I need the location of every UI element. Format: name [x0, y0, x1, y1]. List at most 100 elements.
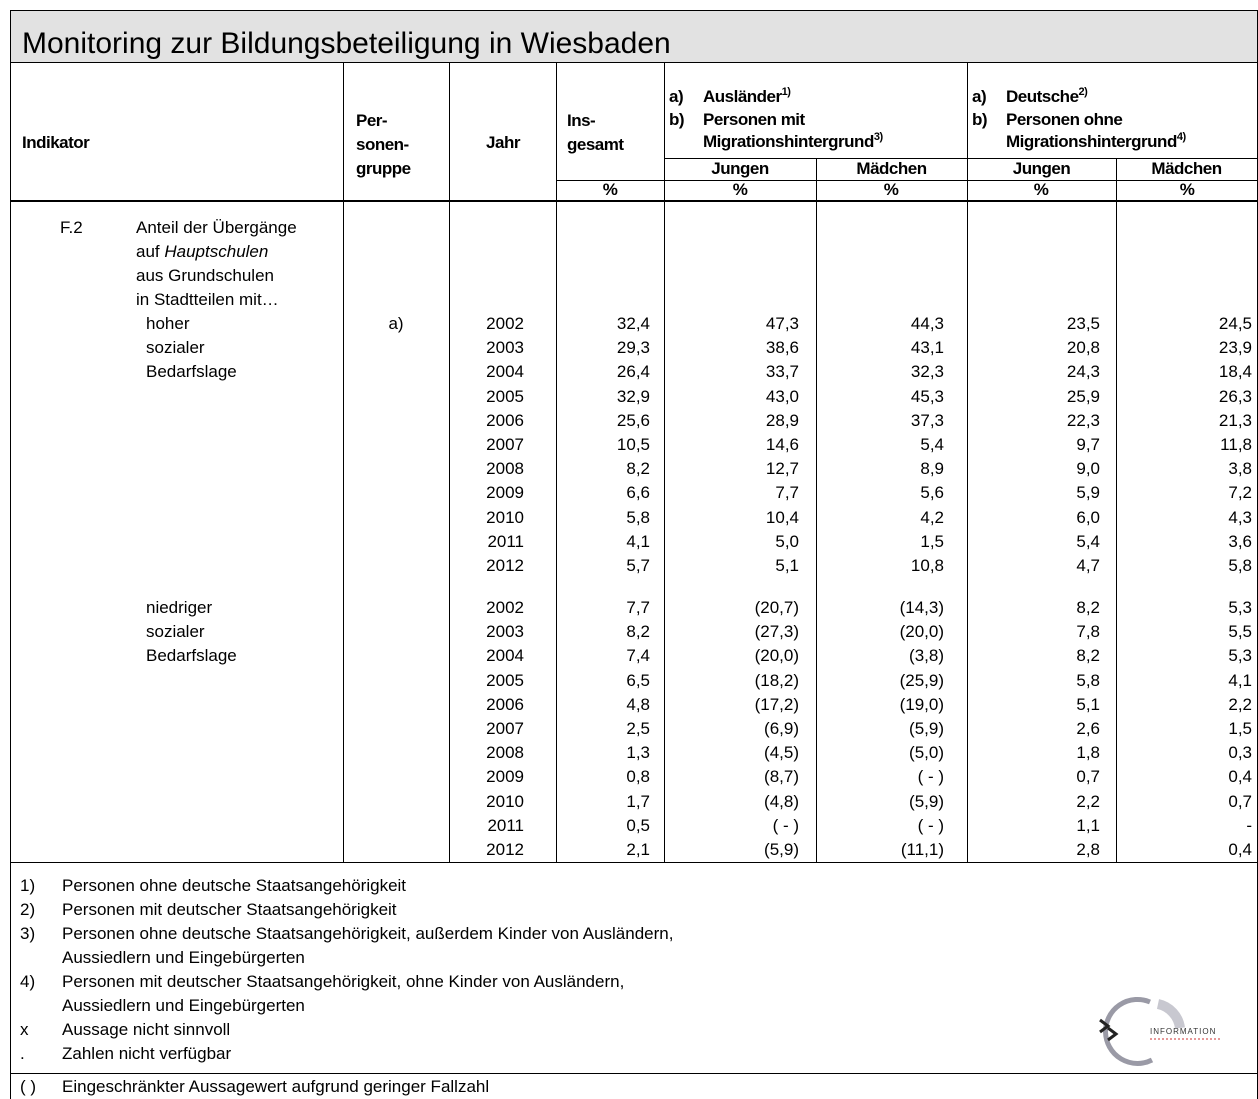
cell-value: 0,5 — [626, 815, 650, 835]
year: 2002 — [486, 314, 524, 333]
footnote-text: Personen ohne deutsche Staatsangehörigke… — [62, 876, 407, 895]
logo-arc — [1103, 996, 1154, 1066]
group-line: Ausländer1) — [703, 85, 791, 109]
logo-chevron — [1099, 1018, 1111, 1034]
year: 2006 — [486, 410, 524, 430]
group-line: Personen ohne — [1006, 108, 1123, 132]
section-label: Bedarfslage — [146, 646, 237, 666]
cell-value: 45,3 — [910, 386, 944, 406]
cell-value: 38,6 — [765, 338, 799, 358]
year: 2006 — [486, 694, 524, 714]
footnote-text: Aussage nicht sinnvoll — [62, 1020, 231, 1039]
unit: % — [1179, 180, 1195, 199]
cell-value: 6,5 — [626, 670, 650, 690]
cell-value: 5,5 — [1228, 622, 1252, 642]
column-header: Jahr — [486, 133, 520, 152]
cell-value: 2,2 — [1076, 791, 1100, 811]
cell-value: (5,9) — [764, 840, 799, 859]
group-line: Deutsche2) — [1006, 85, 1088, 109]
cell-value: 26,3 — [1218, 386, 1252, 406]
group-line: Migrationshintergrund3) — [703, 130, 883, 154]
cell-value: 2,8 — [1076, 840, 1100, 859]
logo-text: INFORMATION — [1150, 1027, 1216, 1036]
year: 2011 — [487, 815, 524, 835]
section-label: niedriger — [146, 598, 213, 617]
group-marker: a) — [669, 87, 684, 106]
cell-value: 8,9 — [920, 459, 944, 479]
cell-value: 1,7 — [626, 791, 650, 811]
cell-value: 7,2 — [1228, 483, 1252, 503]
cell-value: 43,1 — [910, 338, 944, 358]
cell-value: 33,7 — [765, 362, 799, 382]
cell-value: 6,6 — [626, 483, 650, 503]
unit: % — [602, 180, 618, 199]
indicator-text: in Stadtteilen mit… — [136, 290, 279, 309]
cell-value: (20,7) — [754, 598, 799, 617]
section-label: sozialer — [146, 338, 205, 358]
year: 2010 — [486, 507, 524, 527]
year: 2003 — [486, 338, 524, 358]
year: 2011 — [487, 531, 524, 551]
cell-value: 2,6 — [1076, 719, 1100, 738]
cell-value: 5,1 — [775, 556, 799, 575]
group-text: Personen mit — [703, 109, 805, 129]
cell-value: 0,4 — [1228, 767, 1252, 787]
cell-value: (3,8) — [909, 646, 944, 666]
year: 2012 — [486, 556, 524, 575]
cell-value: 22,3 — [1066, 410, 1100, 430]
group-line: Migrationshintergrund4) — [1006, 130, 1186, 154]
cell-value: (4,5) — [764, 743, 799, 763]
cell-value: 5,8 — [1076, 670, 1100, 690]
logo: INFORMATION — [1099, 996, 1220, 1066]
group-marker: b) — [972, 109, 988, 129]
footnote-ref: 2) — [1078, 86, 1088, 98]
year: 2007 — [486, 719, 524, 738]
indicator-text: aus Grundschulen — [136, 266, 274, 285]
cell-value: (25,9) — [899, 670, 944, 690]
cell-value: 8,2 — [626, 622, 650, 642]
cell-value: 7,7 — [626, 598, 650, 617]
cell-value: (18,2) — [754, 670, 799, 690]
footnote-text: Aussiedlern und Eingebürgerten — [62, 948, 305, 967]
cell-value: 5,0 — [775, 531, 799, 551]
rule — [10, 200, 1258, 202]
cell-value: 8,2 — [1076, 598, 1100, 617]
footnote-marker: 3) — [20, 924, 36, 943]
rule — [10, 10, 11, 1099]
unit: % — [1033, 180, 1049, 199]
sub-header: Jungen — [1012, 159, 1071, 178]
cell-value: 5,7 — [626, 556, 650, 575]
group-marker: a) — [972, 87, 987, 106]
indicator-text: Anteil der Übergänge — [136, 218, 297, 237]
group-text: Deutsche — [1006, 87, 1079, 106]
rule — [556, 62, 557, 862]
year: 2009 — [486, 483, 524, 503]
group-text: Migrationshintergrund — [703, 132, 874, 151]
cell-value: 4,7 — [1076, 556, 1100, 575]
indicator-line: auf Hauptschulen — [136, 240, 268, 264]
section-label: hoher — [146, 314, 190, 333]
cell-value: 5,6 — [920, 483, 944, 503]
cell-value: 47,3 — [765, 314, 799, 333]
rule — [664, 158, 1258, 159]
cell-value: 5,4 — [920, 435, 944, 454]
year: 2003 — [486, 622, 524, 642]
cell-value: 8,2 — [626, 459, 650, 479]
year: 2005 — [486, 670, 524, 690]
footnote-text: Personen mit deutscher Staatsangehörigke… — [62, 972, 625, 991]
footnote-marker: . — [20, 1044, 25, 1063]
cell-value: (20,0) — [754, 646, 799, 666]
column-header: sonen- — [356, 135, 409, 154]
cell-value: 5,8 — [626, 507, 650, 527]
year: 2002 — [486, 598, 524, 617]
cell-value: 29,3 — [616, 338, 650, 358]
cell-value: (27,3) — [754, 622, 799, 642]
cell-value: 25,6 — [616, 410, 650, 430]
column-header: Indikator — [22, 133, 90, 152]
cell-value: ( - ) — [917, 767, 944, 787]
rule — [10, 10, 1258, 11]
cell-value: 4,2 — [920, 507, 944, 527]
indicator-line: Anteil der Übergänge — [136, 216, 297, 240]
cell-value: 20,8 — [1066, 338, 1100, 358]
cell-value: 5,1 — [1076, 694, 1100, 714]
